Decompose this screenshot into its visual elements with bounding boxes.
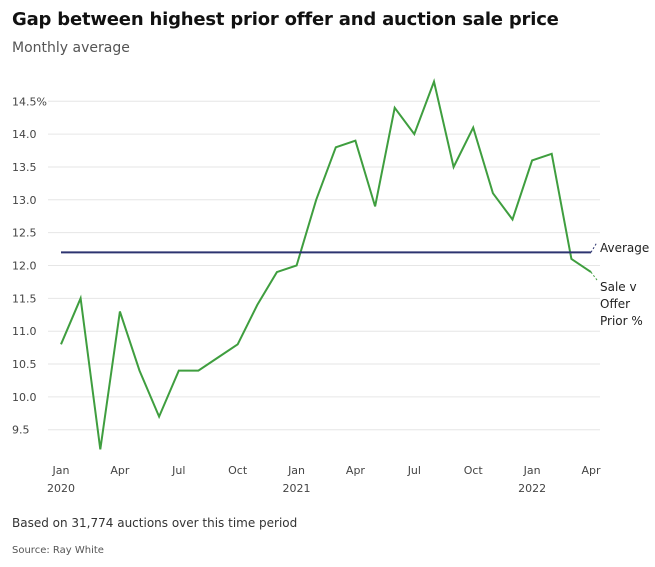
chart-title: Gap between highest prior offer and auct… xyxy=(12,9,559,30)
average-label: Average xyxy=(600,241,649,255)
x-tick-label: Oct xyxy=(228,464,248,477)
footnote: Based on 31,774 auctions over this time … xyxy=(12,516,298,530)
x-tick-year-label: 2020 xyxy=(47,482,75,495)
x-tick-label: Apr xyxy=(110,464,130,477)
chart-subtitle: Monthly average xyxy=(12,40,130,56)
sale-v-offer-line xyxy=(60,78,592,450)
y-tick-label: 10.5 xyxy=(12,358,37,371)
sale-v-offer-label: Prior % xyxy=(600,314,643,328)
gridlines xyxy=(48,100,600,431)
x-tick-label: Jul xyxy=(171,464,185,477)
y-tick-label: 13.5 xyxy=(12,161,37,174)
y-tick-label: 11.5 xyxy=(12,292,37,305)
source-note: Source: Ray White xyxy=(12,545,104,556)
y-tick-label: 11.0 xyxy=(12,325,37,338)
y-tick-label: 10.0 xyxy=(12,391,37,404)
average-leader xyxy=(590,242,598,253)
x-tick-label: Jan xyxy=(523,464,541,477)
sale-v-offer-label: Offer xyxy=(600,297,630,311)
y-axis: 9.5 10.0 10.5 11.0 11.5 12.0 12.5 13.0 13.5 14.0 1… xyxy=(12,95,47,436)
x-tick-label: Apr xyxy=(346,464,366,477)
x-axis: Jan 2020 Apr Jul Oct Jan 2021 Apr Jul Oct Jan 2022 A… xyxy=(47,464,601,495)
x-tick-label: Jul xyxy=(407,464,421,477)
x-tick-year-label: 2021 xyxy=(283,482,311,495)
sale-leader xyxy=(590,271,598,281)
x-tick-label: Apr xyxy=(581,464,601,477)
y-tick-label: 12.5 xyxy=(12,227,37,240)
x-tick-label: Oct xyxy=(464,464,484,477)
x-tick-year-label: 2022 xyxy=(518,482,546,495)
y-tick-label: 13.0 xyxy=(12,194,37,207)
y-tick-label: 14.0 xyxy=(12,128,37,141)
series-labels: Average Sale v Offer Prior % xyxy=(590,241,649,328)
x-tick-label: Jan xyxy=(287,464,305,477)
y-tick-label: 14.5% xyxy=(12,95,47,108)
y-tick-label: 9.5 xyxy=(12,424,30,437)
x-tick-label: Jan xyxy=(52,464,70,477)
y-tick-label: 12.0 xyxy=(12,260,37,273)
series-lines xyxy=(60,78,592,450)
sale-v-offer-label: Sale v xyxy=(600,280,637,294)
